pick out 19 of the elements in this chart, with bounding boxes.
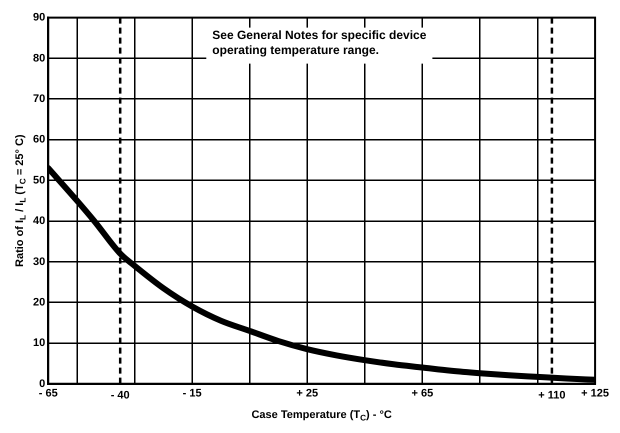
y-tick-label: 0 <box>39 378 46 390</box>
y-tick-label: 40 <box>32 215 46 228</box>
y-tick-label: 80 <box>32 52 46 64</box>
x-tick-label: + 125 <box>581 387 610 400</box>
y-tick-label: 20 <box>32 296 46 308</box>
y-tick-label: 90 <box>32 12 46 24</box>
x-tick-label: - 65 <box>38 387 58 400</box>
y-tick-label: 30 <box>32 256 46 268</box>
x-tick-label: + 65 <box>412 387 434 400</box>
y-tick-label: 60 <box>32 134 46 146</box>
annotation: See General Notes for specific device operating temperature range. <box>212 28 427 57</box>
ref-line-label: - 40 <box>110 389 130 402</box>
ref-line-label: + 110 <box>538 389 566 402</box>
y-tick-label: 50 <box>32 174 46 186</box>
x-tick-label: + 25 <box>296 387 318 400</box>
y-tick-label: 70 <box>32 93 46 106</box>
x-tick-label: - 15 <box>182 387 202 400</box>
y-tick-label: 10 <box>32 337 46 350</box>
y-axis-title: Ratio of IL / IL (TC = 25° C) <box>14 134 28 267</box>
